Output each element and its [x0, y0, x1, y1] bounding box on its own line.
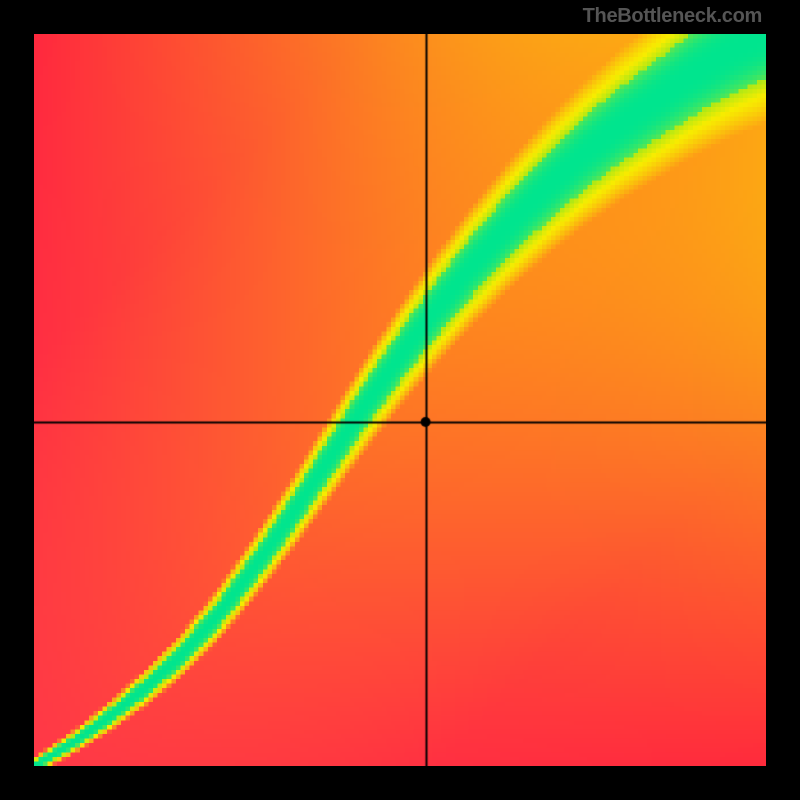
chart-container: TheBottleneck.com: [0, 0, 800, 800]
crosshair-overlay: [34, 34, 766, 766]
watermark-text: TheBottleneck.com: [583, 5, 762, 28]
